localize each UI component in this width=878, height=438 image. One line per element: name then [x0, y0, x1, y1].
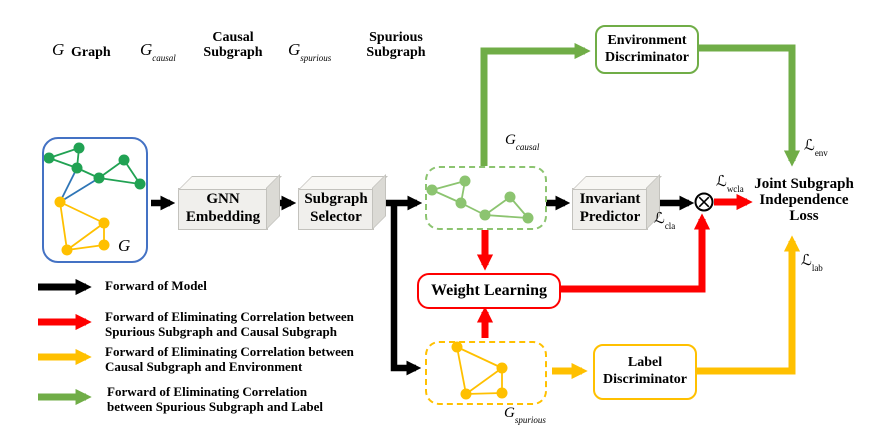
gnn-embedding-box: GNN Embedding [178, 188, 268, 230]
gnn-embedding-line2: Embedding [185, 209, 261, 225]
subgraph-selector-line1: Subgraph [304, 191, 368, 208]
legend-graph-symbol: G [52, 40, 65, 59]
label-discriminator-line2: Discriminator [603, 372, 687, 387]
causal-subgraph-graph [426, 175, 534, 224]
input-graph-blue-edges [59, 167, 100, 203]
invariant-predictor-line1: Invariant [579, 191, 641, 208]
legend-arrows [38, 278, 92, 406]
legend-green-label: Forward of Eliminating Correlation betwe… [107, 384, 324, 414]
legend-red-label: Forward of Eliminating Correlation betwe… [105, 309, 354, 339]
causal-subgraph-label: Gcausal [505, 132, 540, 152]
legend-graph-label: Graph [71, 45, 111, 60]
legend-causal-label: Causal Subgraph [203, 30, 263, 61]
causal-subgraph-nodes [426, 175, 534, 224]
spurious-subgraph-graph [451, 341, 508, 400]
spurious-subgraph-frame [425, 341, 547, 405]
loss-env-label: ℒenv [804, 138, 828, 158]
environment-discriminator-line1: Environment [607, 32, 687, 48]
input-graph-label: G [118, 236, 131, 255]
weight-learning-box: Weight Learning [417, 273, 561, 309]
gnn-embedding-line1: GNN [206, 191, 240, 208]
invariant-predictor-line2: Predictor [579, 209, 641, 225]
input-graph-frame [42, 137, 148, 263]
arrow-env-disc-to-loss [697, 44, 801, 167]
causal-subgraph-frame [425, 166, 547, 230]
loss-cla-label: ℒcla [654, 211, 676, 231]
arrow-causal-to-env-disc [480, 42, 591, 166]
legend-spurious-symbol: Gspurious [288, 40, 332, 64]
yellow-correlation-arrows [552, 235, 801, 380]
arrow-selector-to-spurious [390, 203, 422, 376]
red-correlation-arrows [476, 193, 753, 338]
arrow-weight-to-multiplier [557, 213, 711, 293]
multiply-icon [694, 192, 714, 212]
subgraph-selector-box: Subgraph Selector [298, 188, 374, 230]
loss-wcla-label: ℒwcla [716, 174, 744, 194]
arrow-label-disc-to-loss [695, 235, 801, 375]
spurious-subgraph-nodes [451, 341, 508, 400]
spurious-subgraph-label: Gspurious [504, 405, 546, 425]
weight-learning-label: Weight Learning [430, 282, 547, 300]
label-discriminator-line1: Label [627, 355, 663, 371]
label-discriminator-box: Label Discriminator [593, 344, 697, 400]
legend-spurious-label: Spurious Subgraph [366, 30, 426, 61]
green-correlation-arrows [480, 42, 801, 167]
environment-discriminator-line2: Discriminator [605, 49, 689, 65]
input-graph-green-nodes [43, 142, 146, 190]
loss-lab-label: ℒlab [801, 253, 823, 273]
joint-loss-title: Joint Subgraph Independence Loss [754, 176, 854, 224]
invariant-predictor-box: Invariant Predictor [572, 188, 648, 230]
input-graph [43, 142, 146, 256]
environment-discriminator-box: Environment Discriminator [595, 25, 699, 74]
input-graph-yellow-nodes [54, 196, 110, 256]
subgraph-selector-line2: Selector [310, 209, 362, 225]
legend-causal-symbol: Gcausal [140, 40, 176, 64]
legend-black-label: Forward of Model [105, 278, 207, 293]
legend-yellow-label: Forward of Eliminating Correlation betwe… [105, 344, 354, 374]
